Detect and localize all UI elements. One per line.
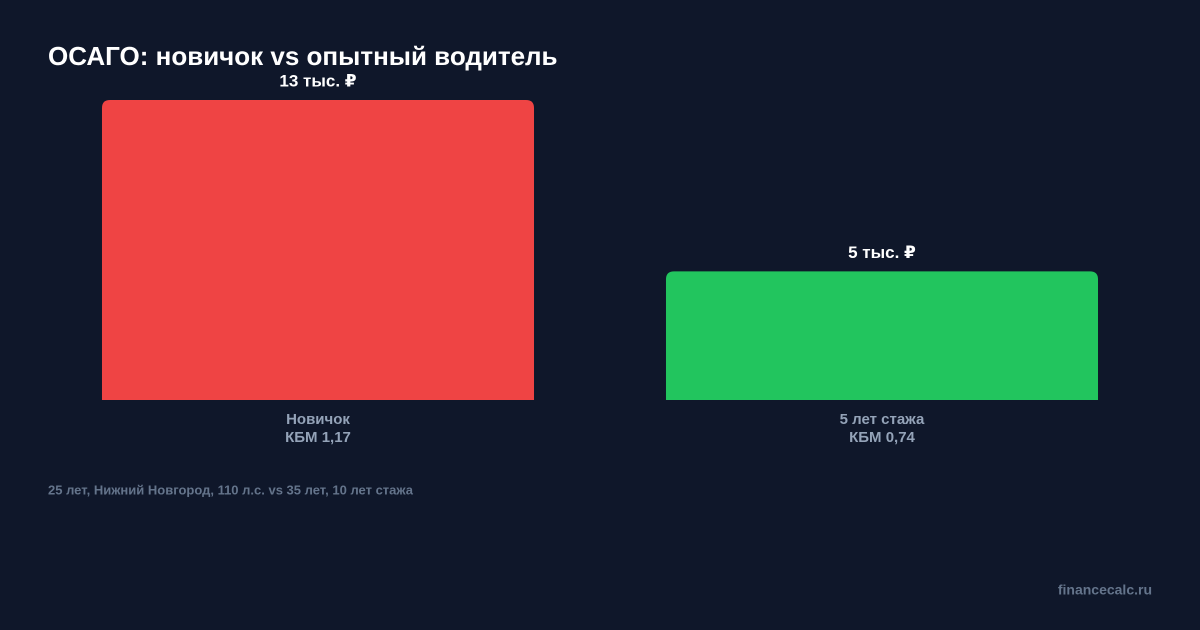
x-tick-label: КБМ 1,17 [285,429,351,446]
x-tick-label: КБМ 0,74 [849,429,915,446]
x-tick-label: Новичок [286,411,350,428]
value-label: 5 тыс. ₽ [848,243,916,262]
note: 25 лет, Нижний Новгород, 110 л.с. vs 35 … [48,482,414,497]
x-tick-label: 5 лет стажа [840,411,925,428]
chart-title: ОСАГО: новичок vs опытный водитель [48,41,558,71]
bar [101,100,535,400]
bar [665,271,1099,400]
source: financecalc.ru [1058,582,1152,598]
value-label: 13 тыс. ₽ [279,71,356,90]
